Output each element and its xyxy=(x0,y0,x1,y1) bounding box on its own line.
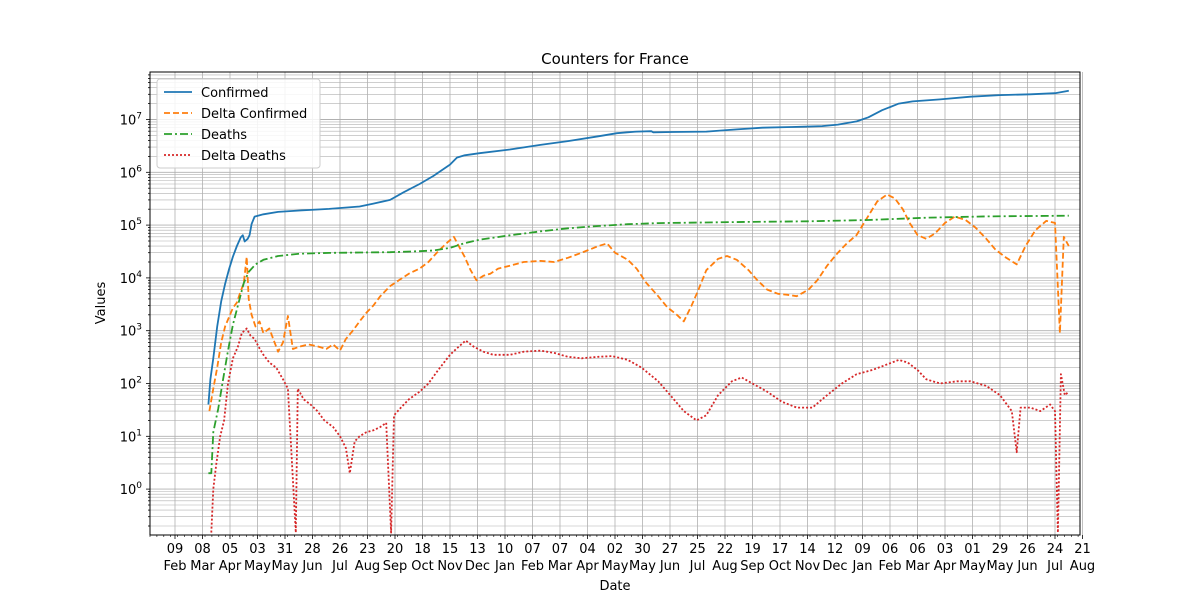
x-tick-month: Apr xyxy=(219,559,242,574)
y-tick-label: 107 xyxy=(120,112,142,129)
x-tick-day: 18 xyxy=(414,542,431,557)
x-tick-day: 03 xyxy=(937,542,954,557)
x-tick-day: 06 xyxy=(909,542,926,557)
x-tick-month: Aug xyxy=(355,559,380,574)
x-axis-label: Date xyxy=(599,579,630,594)
series-line-delta-deaths xyxy=(210,327,1070,534)
x-tick-month: Jul xyxy=(331,559,348,574)
x-tick-day: 23 xyxy=(359,542,376,557)
x-tick-month: Feb xyxy=(163,559,186,574)
x-tick-day: 27 xyxy=(662,542,679,557)
x-tick-month: Oct xyxy=(769,559,791,574)
x-tick-day: 31 xyxy=(277,542,294,557)
x-tick-day: 14 xyxy=(799,542,816,557)
x-tick-day: 24 xyxy=(1047,542,1064,557)
x-tick-month: Apr xyxy=(576,559,599,574)
x-tick-month: Dec xyxy=(465,559,490,574)
x-tick-month: Nov xyxy=(437,559,463,574)
x-tick-day: 26 xyxy=(1019,542,1036,557)
x-tick-month: Aug xyxy=(1070,559,1095,574)
series-line-confirmed xyxy=(207,89,1069,405)
y-tick-label: 100 xyxy=(120,481,143,498)
x-tick-day: 07 xyxy=(552,542,569,557)
x-tick-day: 01 xyxy=(964,542,981,557)
x-tick-month: May xyxy=(244,559,271,574)
x-tick-month: Sep xyxy=(383,559,408,574)
series-lines xyxy=(207,89,1070,534)
y-tick-label: 101 xyxy=(120,428,142,445)
x-tick-month: Jan xyxy=(494,559,515,574)
legend-box xyxy=(156,78,321,169)
legend-label: Deaths xyxy=(201,128,247,143)
x-tick-day: 07 xyxy=(524,542,541,557)
y-tick-label: 102 xyxy=(120,376,142,393)
x-tick-day: 30 xyxy=(634,542,651,557)
y-tick-label: 105 xyxy=(120,217,142,234)
x-tick-day: 12 xyxy=(827,542,844,557)
x-tick-month: Aug xyxy=(712,559,737,574)
x-tick-month: Mar xyxy=(548,559,573,574)
x-tick-day: 19 xyxy=(744,542,761,557)
x-tick-month: Feb xyxy=(521,559,544,574)
series-line-delta-confirmed xyxy=(208,193,1070,412)
x-tick-day: 15 xyxy=(442,542,459,557)
x-tick-month: Feb xyxy=(878,559,901,574)
x-tick-day: 20 xyxy=(387,542,404,557)
x-tick-day: 05 xyxy=(222,542,239,557)
legend-label: Delta Confirmed xyxy=(201,107,307,122)
x-tick-month: Oct xyxy=(411,559,433,574)
x-tick-day: 03 xyxy=(249,542,266,557)
x-tick-day: 10 xyxy=(497,542,514,557)
x-tick-day: 08 xyxy=(194,542,211,557)
x-tick-day: 04 xyxy=(579,542,596,557)
x-tick-day: 02 xyxy=(607,542,624,557)
x-tick-month: Jun xyxy=(301,559,322,574)
x-tick-month: Nov xyxy=(795,559,821,574)
x-tick-month: May xyxy=(602,559,629,574)
x-tick-month: Mar xyxy=(905,559,930,574)
x-tick-month: Mar xyxy=(190,559,215,574)
x-tick-month: Jan xyxy=(851,559,872,574)
x-tick-month: Dec xyxy=(822,559,847,574)
x-tick-day: 06 xyxy=(882,542,899,557)
x-tick-month: Jun xyxy=(659,559,680,574)
x-tick-month: May xyxy=(959,559,986,574)
x-tick-month: Jul xyxy=(689,559,706,574)
x-tick-month: May xyxy=(272,559,299,574)
grid xyxy=(150,72,1083,535)
x-tick-month: Jul xyxy=(1046,559,1063,574)
x-tick-day: 09 xyxy=(854,542,871,557)
axes: 09 Feb 08 Mar 05 Apr 03 May 31 May 28 Jun 26 Jul 23 Aug… xyxy=(120,74,1095,574)
x-tick-month: May xyxy=(987,559,1014,574)
x-tick-month: Jun xyxy=(1016,559,1037,574)
x-tick-month: Apr xyxy=(934,559,957,574)
x-tick-day: 17 xyxy=(772,542,789,557)
x-tick-day: 28 xyxy=(304,542,321,557)
legend-label: Delta Deaths xyxy=(201,149,286,164)
legend: Confirmed Delta Confirmed Deaths Delta Deat… xyxy=(156,78,321,169)
x-tick-day: 13 xyxy=(469,542,486,557)
x-tick-day: 29 xyxy=(992,542,1009,557)
y-tick-label: 104 xyxy=(120,270,143,287)
y-tick-label: 106 xyxy=(120,164,143,181)
x-tick-month: Sep xyxy=(740,559,765,574)
series-line-deaths xyxy=(208,214,1069,475)
x-tick-day: 26 xyxy=(332,542,349,557)
x-tick-day: 25 xyxy=(689,542,706,557)
chart-title: Counters for France xyxy=(541,50,689,68)
x-tick-day: 22 xyxy=(717,542,734,557)
x-tick-day: 09 xyxy=(167,542,184,557)
y-tick-label: 103 xyxy=(120,323,142,340)
y-axis-label: Values xyxy=(94,282,109,325)
legend-label: Confirmed xyxy=(201,86,269,101)
x-tick-month: May xyxy=(629,559,656,574)
x-tick-day: 21 xyxy=(1074,542,1091,557)
